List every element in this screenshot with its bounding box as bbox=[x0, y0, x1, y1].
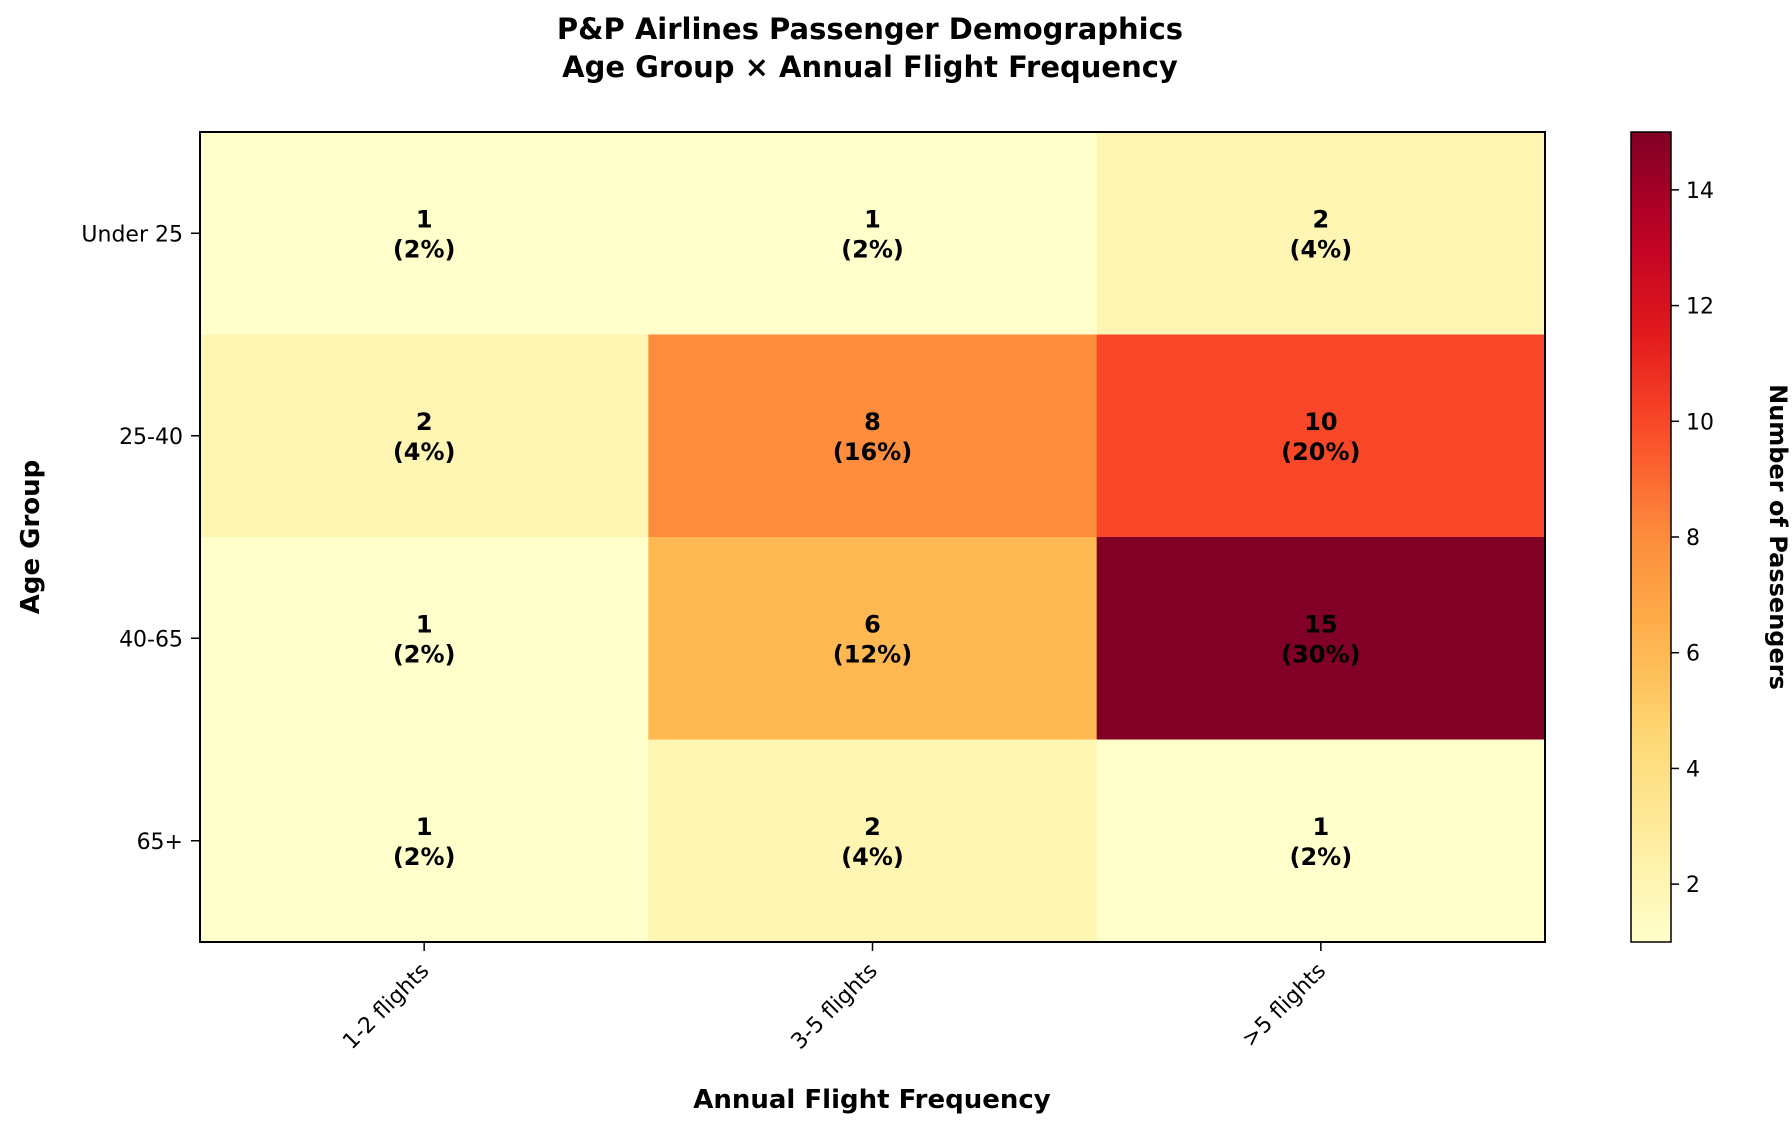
cell-count-label: 1 bbox=[416, 610, 433, 638]
cell-percent-label: (2%) bbox=[393, 235, 456, 263]
colorbar-tick-label: 4 bbox=[1686, 757, 1700, 782]
cell-count-label: 6 bbox=[864, 610, 881, 638]
cell-count-label: 2 bbox=[416, 408, 433, 436]
cell-count-label: 1 bbox=[416, 205, 433, 233]
colorbar-tick-label: 14 bbox=[1686, 179, 1714, 204]
cell-count-label: 8 bbox=[864, 408, 881, 436]
heatmap-cells bbox=[200, 132, 1546, 943]
cell-percent-label: (2%) bbox=[393, 843, 456, 871]
colorbar-tick-label: 6 bbox=[1686, 642, 1700, 667]
cell-count-label: 1 bbox=[1312, 813, 1329, 841]
y-tick-label: Under 25 bbox=[81, 222, 183, 247]
heatmap-cell bbox=[1096, 739, 1546, 943]
heatmap-cell bbox=[200, 132, 649, 335]
x-tick-label: 1-2 flights bbox=[338, 959, 434, 1055]
heatmap-cell bbox=[200, 739, 649, 943]
heatmap-cell-labels: 1(2%)1(2%)2(4%)2(4%)8(16%)10(20%)1(2%)6(… bbox=[393, 205, 1361, 871]
cell-percent-label: (2%) bbox=[393, 640, 456, 668]
x-axis: 1-2 flights 3-5 flights >5 flights bbox=[338, 942, 1331, 1055]
cell-count-label: 2 bbox=[1312, 205, 1329, 233]
x-tick-label: 3-5 flights bbox=[787, 959, 883, 1055]
colorbar-tick-label: 12 bbox=[1686, 295, 1714, 320]
colorbar-tick-label: 10 bbox=[1686, 410, 1714, 435]
x-tick-label: >5 flights bbox=[1237, 959, 1331, 1053]
cell-count-label: 1 bbox=[864, 205, 881, 233]
heatmap-cell bbox=[1096, 334, 1546, 538]
colorbar-label: Number of Passengers bbox=[1764, 384, 1792, 690]
chart-title-line1: P&P Airlines Passenger Demographics bbox=[557, 12, 1183, 46]
cell-count-label: 2 bbox=[864, 813, 881, 841]
y-axis-label: Age Group bbox=[16, 460, 46, 615]
cell-count-label: 1 bbox=[416, 813, 433, 841]
chart-title-line2: Age Group × Annual Flight Frequency bbox=[562, 50, 1178, 84]
colorbar bbox=[1630, 131, 1672, 943]
cell-count-label: 10 bbox=[1304, 408, 1337, 436]
y-tick-label: 40-65 bbox=[119, 627, 183, 652]
cell-percent-label: (4%) bbox=[841, 843, 904, 871]
x-axis-label: Annual Flight Frequency bbox=[693, 1085, 1051, 1115]
cell-percent-label: (4%) bbox=[393, 438, 456, 466]
cell-percent-label: (30%) bbox=[1281, 640, 1360, 668]
cell-count-label: 15 bbox=[1304, 610, 1337, 638]
heatmap-cell bbox=[200, 334, 649, 538]
cell-percent-label: (12%) bbox=[833, 640, 912, 668]
heatmap-cell bbox=[648, 537, 1098, 740]
colorbar-tick-label: 2 bbox=[1686, 873, 1700, 898]
y-tick-label: 65+ bbox=[137, 830, 183, 855]
heatmap-cell bbox=[200, 537, 649, 740]
cell-percent-label: (16%) bbox=[833, 438, 912, 466]
colorbar-ticks: 2 4 6 8 10 12 14 bbox=[1671, 179, 1714, 898]
y-tick-label: 25-40 bbox=[119, 425, 183, 450]
heatmap-cell bbox=[648, 132, 1098, 335]
cell-percent-label: (20%) bbox=[1281, 438, 1360, 466]
heatmap-cell bbox=[1096, 132, 1546, 335]
heatmap-cell bbox=[1096, 537, 1546, 740]
heatmap-cell bbox=[648, 334, 1098, 538]
heatmap-cell bbox=[648, 739, 1098, 943]
colorbar-tick-label: 8 bbox=[1686, 526, 1700, 551]
cell-percent-label: (2%) bbox=[841, 235, 904, 263]
cell-percent-label: (2%) bbox=[1289, 843, 1352, 871]
y-axis: Under 25 25-40 40-65 65+ bbox=[81, 222, 200, 855]
cell-percent-label: (4%) bbox=[1289, 235, 1352, 263]
